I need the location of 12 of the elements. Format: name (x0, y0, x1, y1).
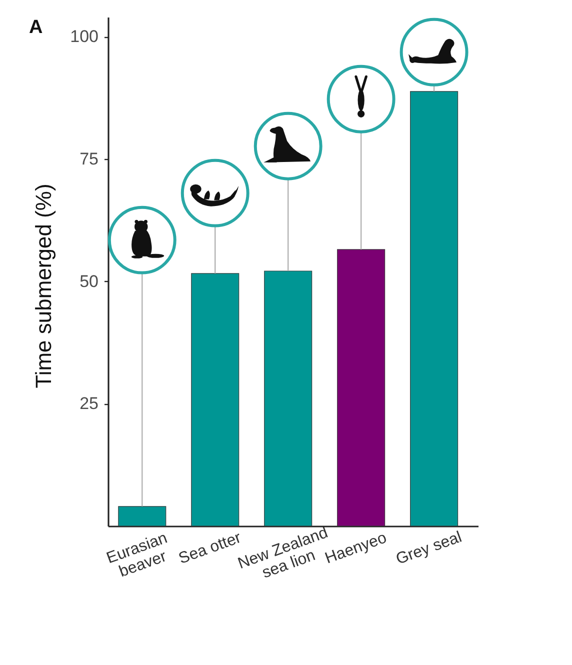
y-tick-label: 100 (70, 27, 98, 46)
bar (337, 249, 386, 526)
x-tick-label: Grey seal (394, 528, 464, 568)
y-axis-title: Time submerged (%) (31, 184, 56, 388)
y-tick-label: 25 (80, 394, 98, 414)
y-tick-label: 50 (80, 272, 98, 291)
bar (264, 270, 312, 526)
bar (191, 273, 240, 526)
bar (410, 91, 458, 526)
bar (118, 506, 166, 526)
y-tick-label: 75 (80, 149, 98, 168)
text: A (29, 17, 43, 38)
